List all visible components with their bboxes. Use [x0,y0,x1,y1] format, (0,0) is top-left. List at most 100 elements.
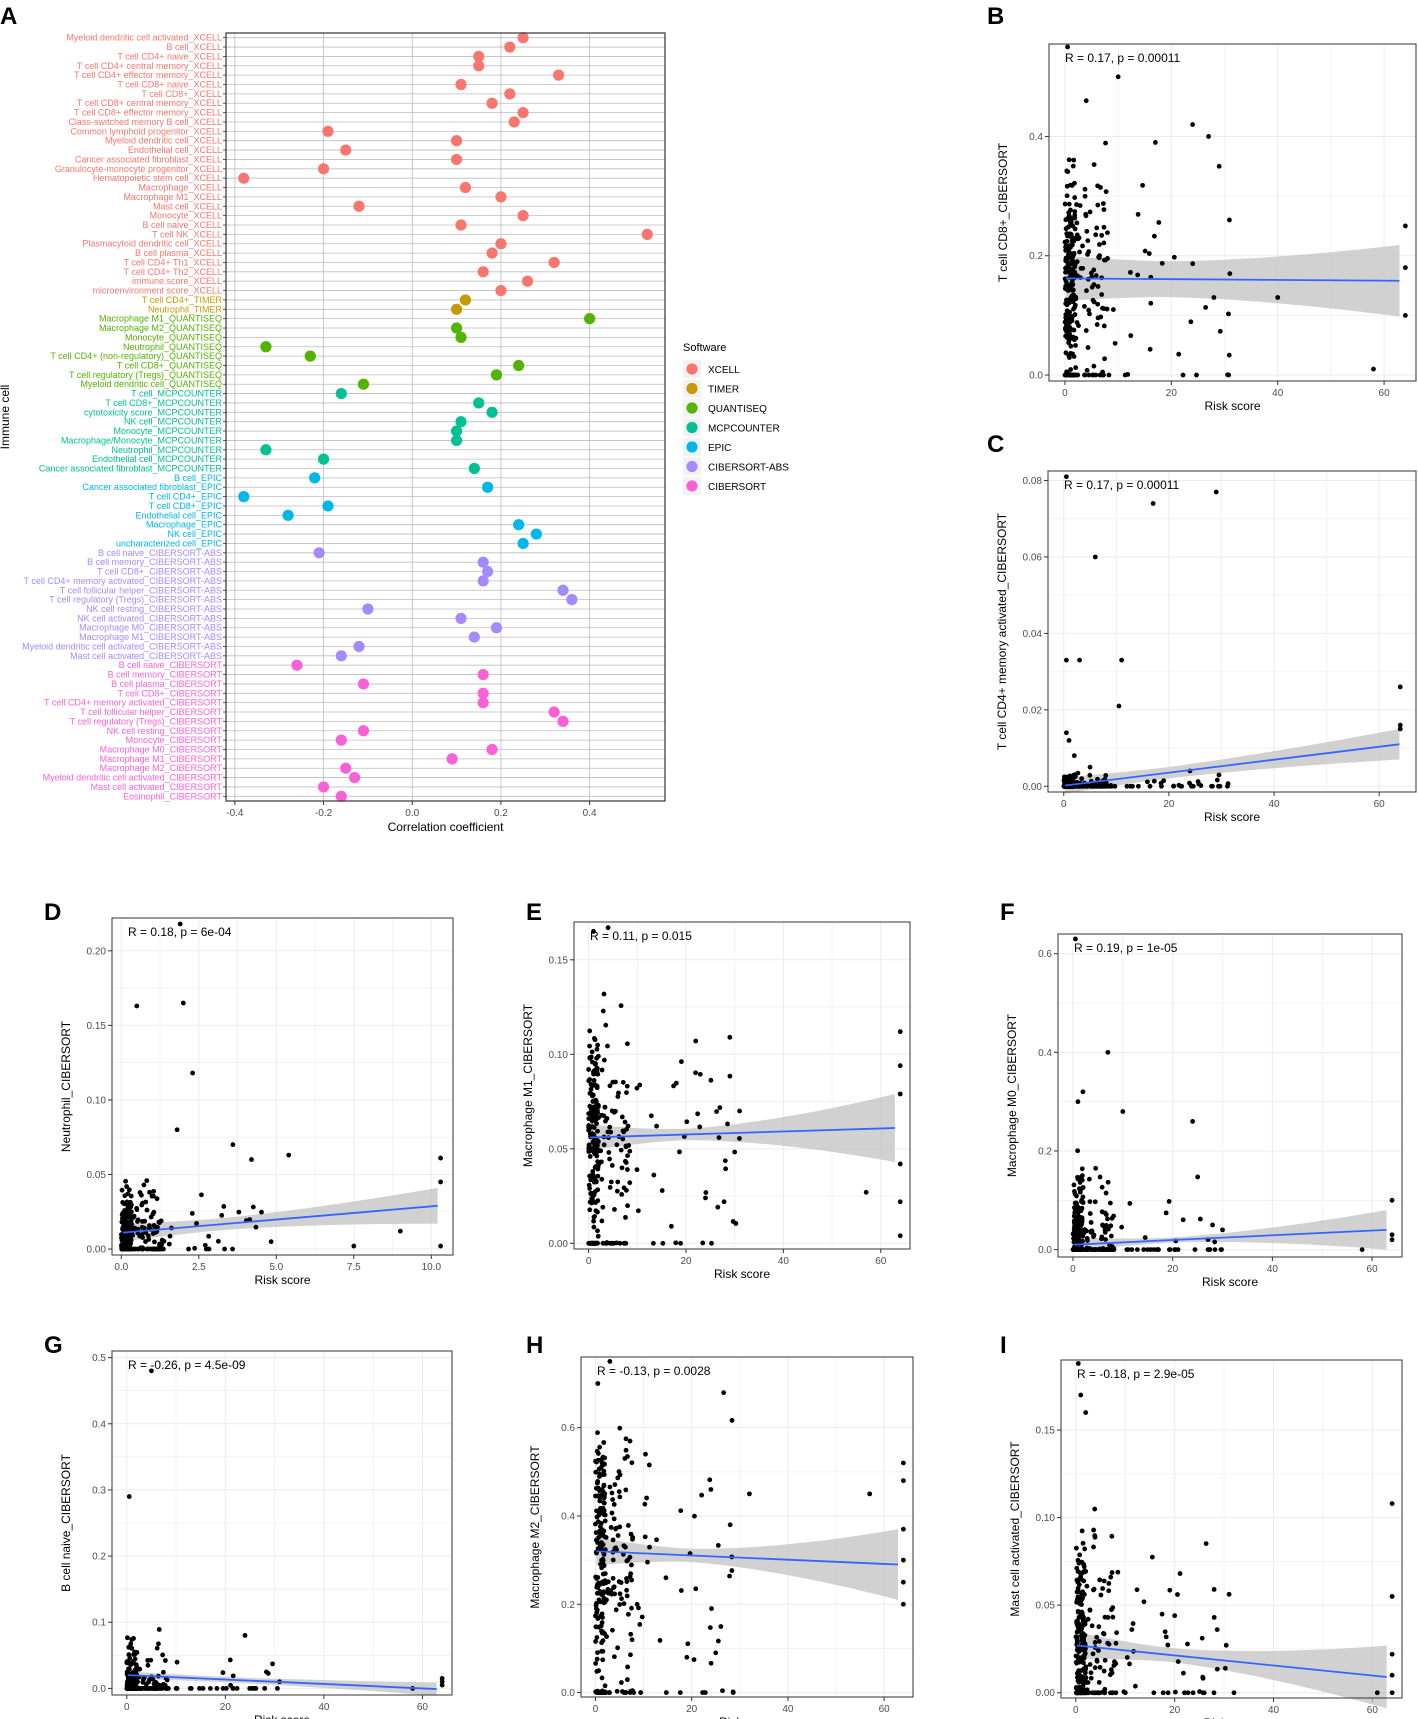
data-point [1097,242,1102,247]
data-point [1072,304,1078,310]
data-point [151,1188,157,1194]
y-tick-label: 0.4 [1029,132,1043,143]
data-point [1066,157,1072,163]
data-point [202,1242,208,1248]
data-point [1095,202,1101,208]
data-point [1099,1184,1105,1190]
category-label: microenvironment score_XCELL [92,286,222,296]
panel-letter: H [526,1332,543,1359]
correlation-point [304,350,316,362]
data-point [1145,779,1150,785]
data-point [1227,271,1233,277]
data-point [594,1121,599,1126]
data-point [594,1153,600,1159]
data-point [1195,1174,1201,1180]
data-point [624,1677,630,1683]
data-point [1075,1148,1081,1154]
data-point [1152,140,1158,145]
data-point [1075,1608,1081,1614]
data-point [600,1008,606,1014]
correlation-point [322,500,334,512]
data-point [595,1585,601,1590]
data-point [1086,1176,1092,1182]
data-point [1223,1642,1229,1648]
data-point [152,1685,158,1691]
data-point [624,1587,630,1593]
confidence-band [589,1094,895,1163]
panel-letter: C [987,431,1004,458]
correlation-point [455,612,467,624]
data-point [1105,1179,1111,1185]
data-point [629,1562,634,1568]
correlation-point [495,191,507,203]
data-point [1065,775,1071,781]
data-point [265,1671,271,1676]
data-point [1129,1627,1135,1632]
correlation-point [548,256,560,269]
data-point [1078,1576,1084,1582]
data-point [1066,355,1072,360]
data-point [1100,372,1106,378]
correlation-point [317,163,330,175]
correlation-point [477,575,489,587]
data-point [644,1495,649,1501]
data-point [1073,335,1079,341]
correlation-point [450,303,463,315]
data-point [727,1034,733,1040]
data-point [1196,781,1202,787]
data-point [592,1214,598,1219]
data-point [591,1240,596,1246]
data-point [603,1118,608,1124]
data-point [1062,201,1068,207]
data-point [1214,1666,1220,1672]
category-label: T cell CD8+ effector memory_XCELL [74,108,222,118]
data-point [1080,243,1085,249]
data-point [700,1240,706,1246]
data-point [598,1561,603,1567]
legend-swatch [686,421,698,434]
correlation-point [482,481,494,493]
data-point [1135,783,1141,789]
data-point [594,1055,600,1061]
data-point [1106,1588,1112,1594]
data-point [586,1067,592,1072]
data-point [620,1079,626,1085]
data-point [270,1661,275,1667]
data-point [249,1685,254,1691]
data-point [438,1155,443,1161]
data-point [1084,1247,1089,1253]
data-point [595,1209,600,1215]
data-point [597,1471,603,1477]
data-point [127,1655,133,1661]
category-label: Plasmacytoid dendritic cell_XCELL [82,239,222,249]
data-point [707,1477,713,1483]
x-tick-label: 2.5 [192,1262,206,1273]
x-tick-label: 7.5 [347,1262,361,1273]
category-label: B cell_XCELL [166,42,222,52]
data-point [599,1640,604,1646]
data-point [1074,220,1080,226]
data-point [611,1516,617,1522]
stat-r: R = -0.13, [597,1364,653,1378]
category-label: T cell_MCPCOUNTER [131,389,222,399]
data-point [602,1689,607,1695]
data-point [605,1587,611,1592]
y-tick-label: 0.05 [549,1144,569,1155]
data-point [1105,1246,1110,1252]
data-point [589,1108,594,1114]
data-point [591,1218,597,1224]
y-tick-label: 0.00 [1023,782,1043,793]
data-point [206,1233,212,1239]
data-point [695,1111,701,1117]
data-point [1075,1099,1081,1105]
data-point [120,1246,126,1252]
data-point [595,1240,600,1246]
data-point [593,1639,598,1644]
data-point [1160,1690,1166,1696]
data-point [598,1531,604,1537]
data-point [174,1127,180,1133]
data-point [1070,351,1075,357]
data-point [234,1685,240,1691]
data-point [1172,1247,1178,1253]
y-tick-label: 0.08 [1023,476,1043,487]
